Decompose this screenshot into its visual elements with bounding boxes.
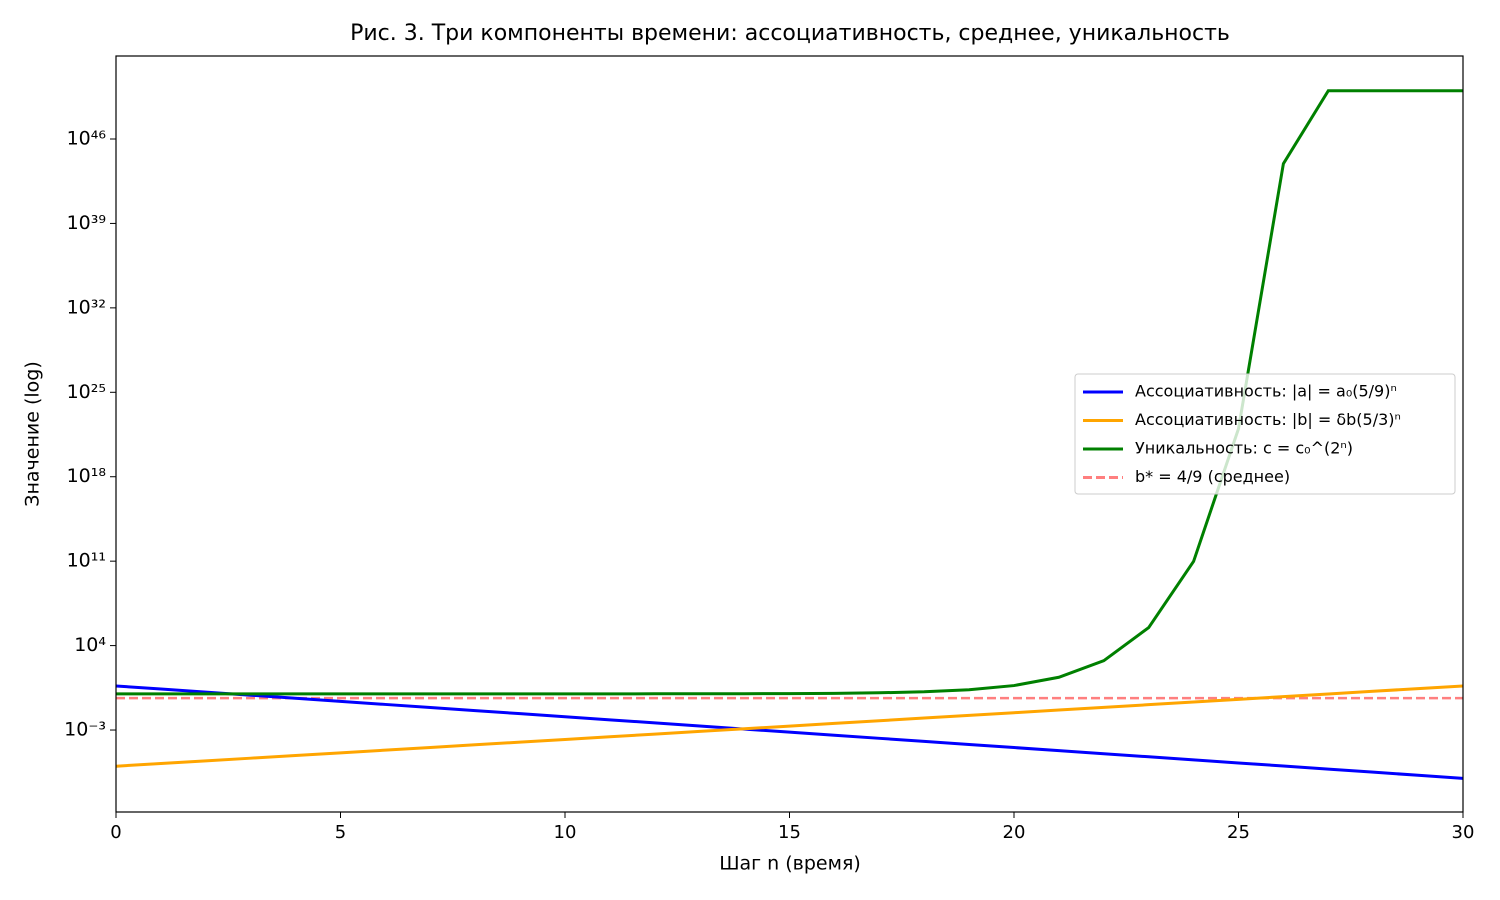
x-tick-label: 25 bbox=[1227, 822, 1250, 843]
plot-frame bbox=[115, 55, 1464, 813]
legend-label: Уникальность: c = c₀^(2ⁿ) bbox=[1135, 439, 1353, 458]
x-tick-label: 20 bbox=[1003, 822, 1026, 843]
y-tick-label: 10³² bbox=[67, 296, 106, 318]
series-line bbox=[116, 684, 1463, 768]
x-tick-label: 15 bbox=[778, 822, 801, 843]
y-tick-label: 10⁻³ bbox=[64, 719, 106, 741]
y-tick-label: 10¹⁸ bbox=[67, 465, 106, 487]
legend-label: b* = 4/9 (среднее) bbox=[1135, 467, 1290, 486]
plot-area bbox=[116, 89, 1463, 780]
y-tick-label: 10⁴⁶ bbox=[67, 127, 106, 149]
legend-box bbox=[1074, 373, 1456, 495]
legend-label: Ассоциативность: |b| = δb(5/3)ⁿ bbox=[1135, 410, 1401, 429]
y-axis-label: Значение (log) bbox=[22, 361, 44, 506]
x-axis-label: Шаг n (время) bbox=[719, 853, 861, 875]
x-tick-label: 30 bbox=[1452, 822, 1475, 843]
legend-label: Ассоциативность: |a| = a₀(5/9)ⁿ bbox=[1135, 382, 1397, 401]
x-tick-label: 5 bbox=[335, 822, 346, 843]
legend: Ассоциативность: |a| = a₀(5/9)ⁿ Ассоциати… bbox=[1074, 373, 1456, 495]
y-tick-label: 10⁴ bbox=[74, 634, 106, 656]
y-tick-label: 10³⁹ bbox=[67, 212, 106, 234]
series-line bbox=[116, 684, 1463, 780]
y-tick-label: 10¹¹ bbox=[67, 550, 106, 572]
x-tick-label: 10 bbox=[554, 822, 577, 843]
chart-title: Рис. 3. Три компоненты времени: ассоциат… bbox=[350, 21, 1230, 46]
x-tick-label: 0 bbox=[110, 822, 121, 843]
y-tick-label: 10²⁵ bbox=[67, 381, 106, 403]
